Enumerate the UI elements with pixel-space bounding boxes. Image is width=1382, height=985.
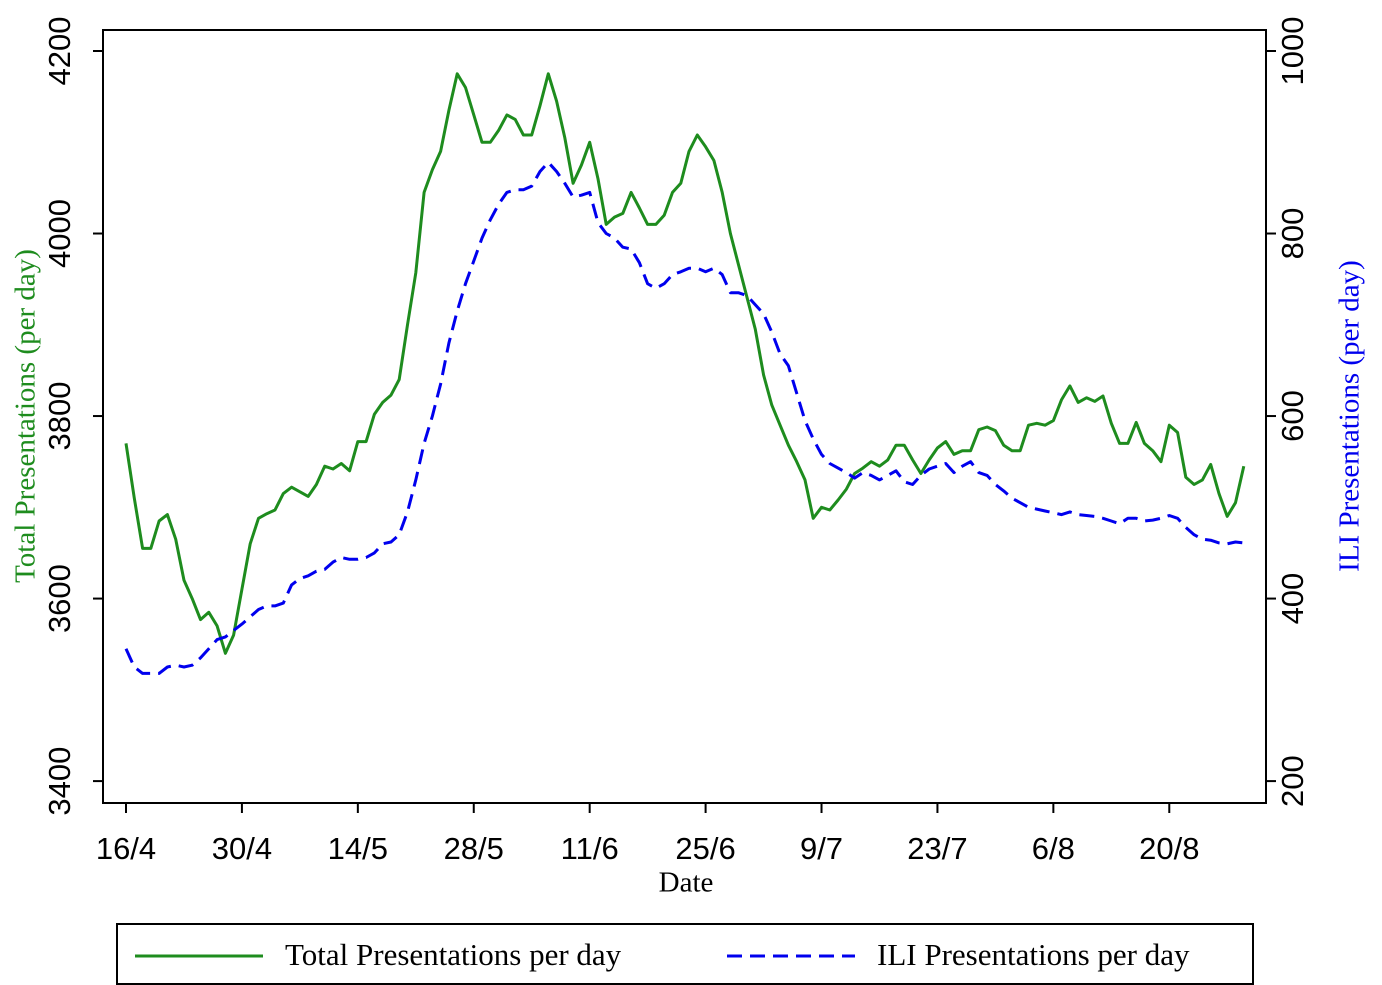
y2-tick-label: 1000 (1275, 17, 1310, 86)
series-line (124, 72, 1246, 655)
x-tick-label: 6/8 (1032, 831, 1075, 866)
y-tick-label: 3600 (42, 564, 77, 633)
y-tick-label: 4200 (42, 17, 77, 86)
x-tick-label: 9/7 (800, 831, 843, 866)
x-tick-label: 11/6 (561, 831, 619, 866)
y2-tick-label: 800 (1275, 208, 1310, 260)
legend-box (116, 923, 1254, 985)
y-tick-label: 4000 (42, 199, 77, 268)
y2-tick-label: 400 (1275, 573, 1310, 625)
x-tick-label: 25/6 (675, 831, 735, 866)
x-tick-label: 30/4 (212, 831, 272, 866)
y-axis-title: Total Presentations (per day) (10, 249, 42, 583)
x-tick-label: 20/8 (1139, 831, 1199, 866)
y2-tick-label: 200 (1275, 755, 1310, 807)
y-tick-label: 3400 (42, 747, 77, 816)
x-tick-label: 23/7 (907, 831, 967, 866)
x-tick-label: 28/5 (444, 831, 504, 866)
x-tick-label: 14/5 (328, 831, 388, 866)
x-tick-label: 16/4 (96, 831, 156, 866)
plot-frame (102, 29, 1267, 804)
legend-label: Total Presentations per day (285, 937, 622, 972)
y-tick-label: 3800 (42, 382, 77, 451)
series-line (124, 160, 1244, 675)
y2-axis-title: ILI Presentations (per day) (1334, 260, 1366, 572)
legend-label: ILI Presentations per day (877, 937, 1190, 972)
y2-tick-label: 600 (1275, 390, 1310, 442)
x-axis-title: Date (659, 867, 714, 899)
